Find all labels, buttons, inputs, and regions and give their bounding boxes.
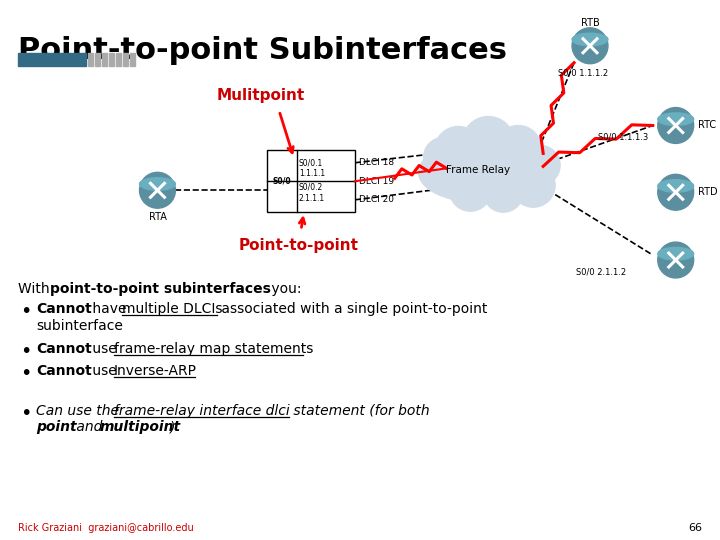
Circle shape [658, 242, 693, 278]
Circle shape [423, 138, 464, 177]
Text: RTC: RTC [698, 120, 716, 131]
Text: •: • [20, 363, 31, 383]
Text: DLCI 19: DLCI 19 [359, 177, 394, 186]
Circle shape [658, 107, 693, 144]
Text: Cannot: Cannot [36, 342, 91, 356]
Text: subinterface: subinterface [36, 319, 122, 333]
Circle shape [140, 172, 176, 208]
Text: Point-to-point Subinterfaces: Point-to-point Subinterfaces [18, 36, 507, 65]
Text: statement (for both: statement (for both [289, 403, 434, 417]
Text: S0/0: S0/0 [273, 177, 292, 186]
Text: multipoint: multipoint [99, 421, 181, 435]
Text: S0/0 1.1.1.3: S0/0 1.1.1.3 [598, 133, 648, 142]
Circle shape [449, 170, 491, 211]
Text: Cannot: Cannot [36, 363, 91, 377]
Text: Rick Graziani  graziani@cabrillo.edu: Rick Graziani graziani@cabrillo.edu [18, 523, 194, 533]
Text: DLCI 20: DLCI 20 [359, 195, 394, 204]
Bar [130, 53, 135, 66]
Text: have: have [88, 302, 130, 316]
Bar [267, 151, 355, 212]
Text: associated with a single point-to-point: associated with a single point-to-point [217, 302, 487, 316]
Text: point-to-point subinterfaces: point-to-point subinterfaces [50, 282, 271, 296]
Text: RTA: RTA [148, 212, 166, 222]
Bar [18, 53, 86, 66]
Text: use: use [88, 363, 121, 377]
Ellipse shape [658, 113, 693, 125]
Bar [95, 53, 99, 66]
Text: you:: you: [267, 282, 302, 296]
Bar [109, 53, 114, 66]
Text: •: • [20, 342, 31, 361]
Circle shape [495, 125, 541, 171]
Text: S0/0 2.1.1.2: S0/0 2.1.1.2 [576, 267, 626, 276]
Text: S0/0.1: S0/0.1 [299, 158, 323, 167]
Ellipse shape [658, 247, 693, 260]
Text: Point-to-point: Point-to-point [239, 238, 359, 253]
Bar [102, 53, 107, 66]
Circle shape [521, 145, 560, 185]
Circle shape [572, 28, 608, 64]
Circle shape [435, 126, 482, 174]
Text: S0/0 1.1.1.2: S0/0 1.1.1.2 [558, 68, 608, 77]
Ellipse shape [658, 180, 693, 192]
Circle shape [426, 151, 470, 194]
Text: RTB: RTB [580, 18, 599, 28]
Text: use: use [88, 342, 121, 356]
Circle shape [658, 174, 693, 210]
Text: 1.1.1.1: 1.1.1.1 [299, 169, 325, 178]
Bar [122, 53, 127, 66]
Bar [116, 53, 120, 66]
Ellipse shape [140, 178, 176, 190]
Text: Frame Relay: Frame Relay [446, 165, 510, 176]
Circle shape [483, 172, 523, 212]
Text: •: • [20, 403, 32, 422]
Text: point: point [36, 421, 76, 435]
Text: frame-relay map statements: frame-relay map statements [114, 342, 313, 356]
Text: 2.1.1.1: 2.1.1.1 [299, 194, 325, 203]
Circle shape [462, 117, 514, 168]
Circle shape [511, 164, 555, 207]
Text: 66: 66 [688, 523, 703, 533]
Ellipse shape [418, 143, 538, 202]
Text: and: and [72, 421, 107, 435]
Text: Mulitpoint: Mulitpoint [217, 87, 305, 103]
Bar [88, 53, 93, 66]
Text: Inverse-ARP: Inverse-ARP [114, 363, 197, 377]
Ellipse shape [572, 33, 608, 46]
Text: Cannot: Cannot [36, 302, 91, 316]
Text: ): ) [169, 421, 175, 435]
Text: multiple DLCIs: multiple DLCIs [122, 302, 222, 316]
Text: RTD: RTD [698, 187, 717, 197]
Text: Can use the: Can use the [36, 403, 123, 417]
Text: frame-relay interface dlci: frame-relay interface dlci [114, 403, 289, 417]
Text: S0/0.2: S0/0.2 [299, 183, 323, 192]
Text: •: • [20, 302, 31, 321]
Text: DLCI 18: DLCI 18 [359, 158, 394, 167]
Text: With: With [18, 282, 54, 296]
